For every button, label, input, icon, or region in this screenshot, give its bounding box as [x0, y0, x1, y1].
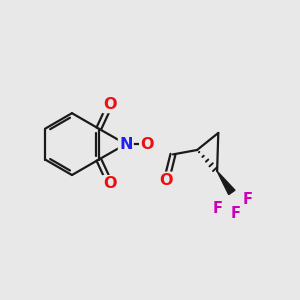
Text: O: O — [140, 136, 154, 152]
Text: F: F — [213, 201, 223, 216]
Text: F: F — [230, 206, 240, 220]
Text: O: O — [160, 173, 173, 188]
Text: O: O — [103, 97, 117, 112]
Text: N: N — [119, 136, 133, 152]
Text: F: F — [242, 192, 252, 207]
Polygon shape — [217, 171, 235, 195]
Text: O: O — [103, 176, 117, 191]
